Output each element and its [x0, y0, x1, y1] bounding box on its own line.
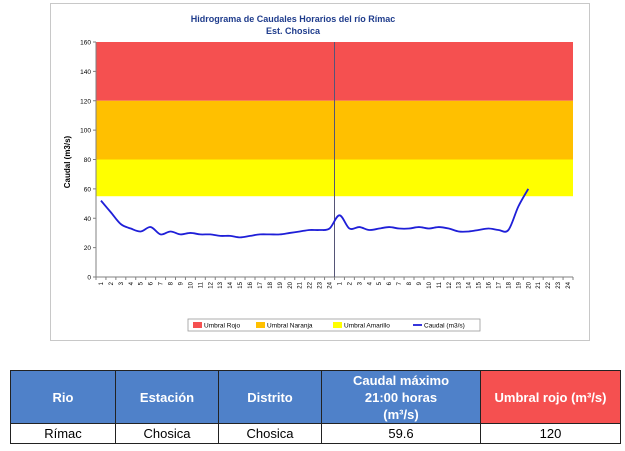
legend-label-1: Umbral Naranja [267, 323, 313, 330]
header-caudal-line2: 21:00 horas [364, 389, 438, 405]
y-tick-label: 160 [80, 40, 91, 47]
x-tick-label: 19 [516, 281, 522, 288]
x-tick-label: 10 [188, 281, 194, 288]
x-tick-label: 12 [208, 281, 214, 288]
x-tick-label: 6 [149, 281, 155, 285]
x-tick-label: 1 [337, 281, 343, 285]
x-tick-label: 22 [308, 281, 314, 288]
cell-caudal-maximo: 59.6 [321, 423, 481, 444]
header-estacion: Estación [115, 370, 219, 424]
x-tick-label: 22 [546, 281, 552, 288]
y-tick-label: 40 [84, 216, 92, 223]
x-tick-label: 17 [496, 281, 502, 288]
x-tick-label: 15 [238, 281, 244, 288]
x-tick-label: 21 [298, 281, 304, 288]
x-tick-label: 21 [536, 281, 542, 288]
header-caudal-line3: (m³/s) [383, 406, 419, 422]
x-tick-label: 8 [169, 281, 175, 285]
x-tick-label: 8 [407, 281, 413, 285]
x-tick-label: 5 [377, 281, 383, 285]
table-row: Rímac Chosica Chosica 59.6 120 [10, 423, 621, 444]
y-tick-label: 100 [80, 128, 91, 135]
x-tick-label: 18 [506, 281, 512, 288]
x-tick-label: 14 [228, 281, 234, 288]
x-tick-label: 14 [467, 281, 473, 288]
x-tick-label: 6 [387, 281, 393, 285]
chart-frame: Hidrograma de Caudales Horarios del río … [50, 3, 590, 341]
x-tick-label: 13 [218, 281, 224, 288]
x-tick-label: 3 [357, 281, 363, 285]
y-tick-label: 120 [80, 98, 91, 105]
x-tick-label: 20 [526, 281, 532, 288]
x-tick-label: 7 [159, 281, 165, 285]
x-tick-label: 4 [367, 281, 373, 285]
y-axis-label: Caudal (m3/s) [63, 135, 72, 188]
cell-estacion: Chosica [115, 423, 219, 444]
y-tick-label: 20 [84, 245, 92, 252]
x-tick-label: 9 [178, 281, 184, 285]
x-tick-label: 24 [328, 281, 334, 288]
x-tick-label: 1 [99, 281, 105, 285]
x-tick-label: 2 [109, 281, 115, 285]
chart-title: Hidrograma de Caudales Horarios del río … [191, 14, 396, 24]
table-header-row: Rio Estación Distrito Caudal máximo 21:0… [10, 370, 621, 424]
header-distrito: Distrito [218, 370, 322, 424]
x-tick-label: 19 [278, 281, 284, 288]
x-tick-label: 20 [288, 281, 294, 288]
flow-table: Rio Estación Distrito Caudal máximo 21:0… [10, 370, 621, 444]
x-tick-label: 5 [139, 281, 145, 285]
x-tick-label: 4 [129, 281, 135, 285]
x-tick-label: 11 [437, 281, 443, 288]
x-tick-label: 16 [248, 281, 254, 288]
legend-swatch-0 [193, 322, 202, 328]
y-tick-label: 60 [84, 186, 92, 193]
y-tick-label: 140 [80, 69, 91, 76]
x-tick-label: 17 [258, 281, 264, 288]
x-tick-label: 3 [119, 281, 125, 285]
legend-label-0: Umbral Rojo [204, 323, 241, 330]
x-tick-label: 11 [198, 281, 204, 288]
cell-umbral-rojo: 120 [480, 423, 621, 444]
x-tick-label: 24 [566, 281, 572, 288]
x-tick-label: 18 [268, 281, 274, 288]
x-tick-label: 23 [318, 281, 324, 288]
cell-rio: Rímac [10, 423, 116, 444]
header-rio: Rio [10, 370, 116, 424]
x-tick-label: 12 [447, 281, 453, 288]
x-tick-label: 9 [417, 281, 423, 285]
chart-subtitle: Est. Chosica [266, 26, 321, 36]
legend-swatch-1 [256, 322, 265, 328]
header-umbral-rojo: Umbral rojo (m³/s) [480, 370, 621, 424]
hydrograph-chart: Hidrograma de Caudales Horarios del río … [63, 14, 574, 332]
legend-label-3: Caudal (m3/s) [424, 323, 465, 330]
x-tick-label: 16 [487, 281, 493, 288]
x-tick-label: 23 [556, 281, 562, 288]
header-caudal-line1: Caudal máximo [352, 372, 450, 388]
header-caudal-maximo: Caudal máximo 21:00 horas (m³/s) [321, 370, 481, 424]
x-tick-label: 10 [427, 281, 433, 288]
legend-label-2: Umbral Amarillo [344, 323, 390, 330]
x-tick-label: 15 [477, 281, 483, 288]
series-line-caudal [100, 188, 530, 239]
x-tick-label: 13 [457, 281, 463, 288]
y-tick-label: 0 [87, 275, 91, 282]
x-tick-label: 2 [347, 281, 353, 285]
y-tick-label: 80 [84, 157, 92, 164]
x-tick-label: 7 [397, 281, 403, 285]
cell-distrito: Chosica [218, 423, 322, 444]
legend-swatch-2 [333, 322, 342, 328]
